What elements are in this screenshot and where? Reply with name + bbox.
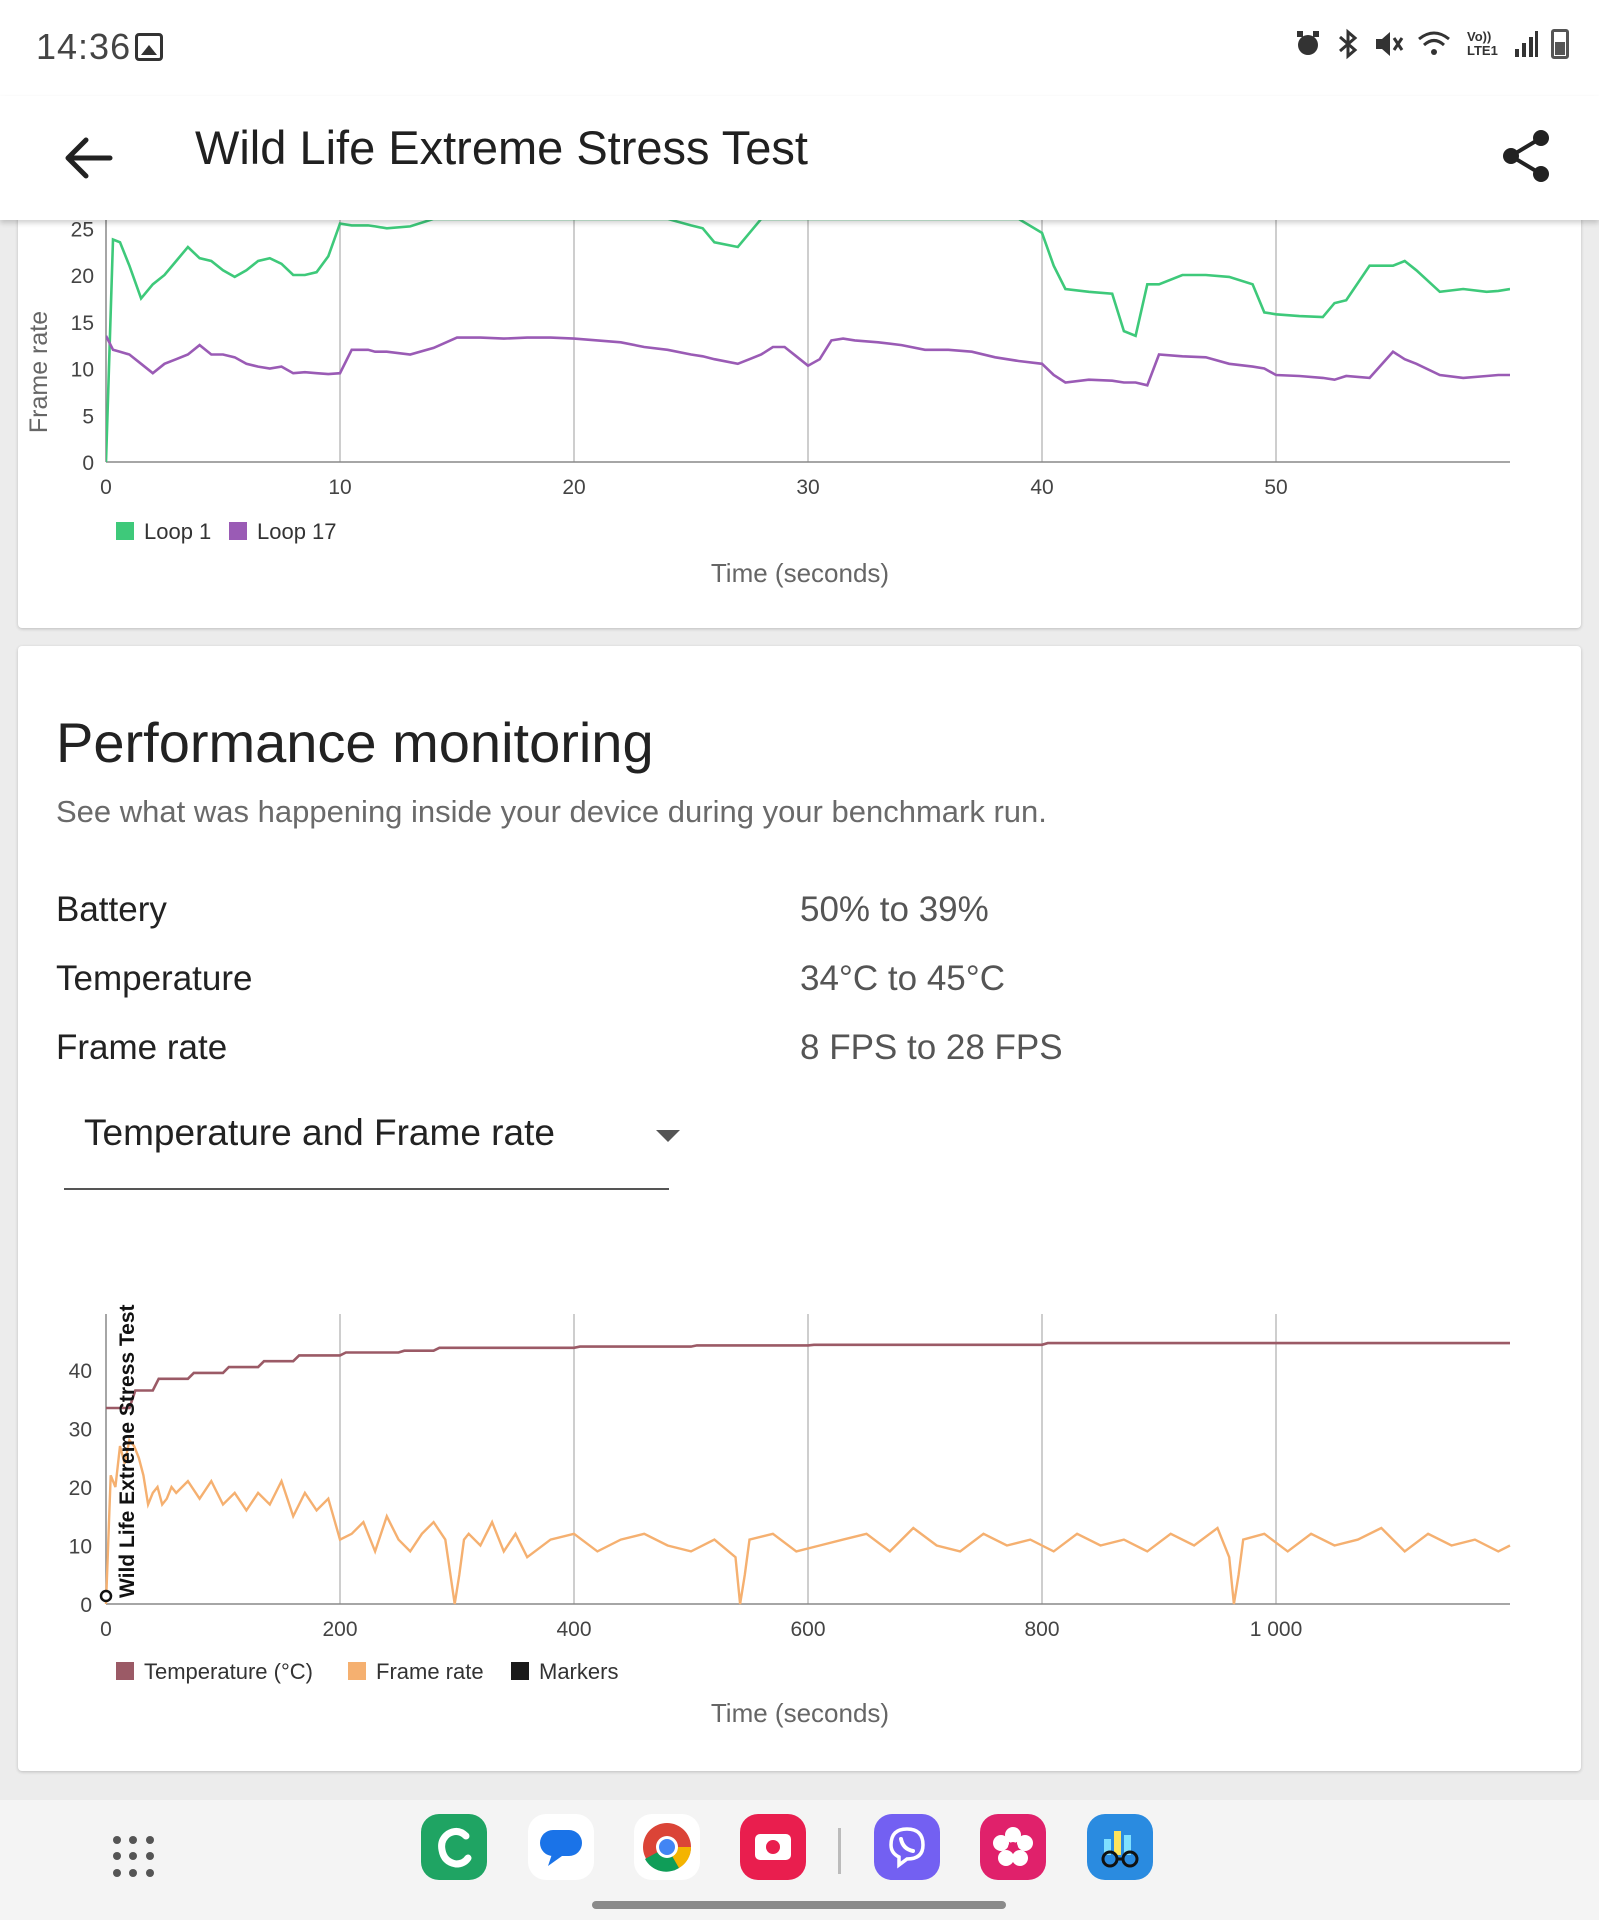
chart2-legend-swatch [348,1662,366,1680]
chart2-x-tick-label: 600 [790,1618,825,1641]
chart1-x-tick-label: 10 [328,476,351,499]
dock-separator [838,1828,841,1874]
chart1-y-tick-label: 0 [82,452,94,475]
chart2-x-axis-label: Time (seconds) [711,1698,889,1728]
stat-value-frame-rate: 8 FPS to 28 FPS [800,1028,1063,1067]
chart2-y-tick-label: 30 [69,1419,92,1442]
chart1-x-axis-label: Time (seconds) [711,558,889,588]
performance-monitoring-card: Performance monitoring See what was happ… [18,646,1581,1771]
frame-rate-loop-chart: 0 5 10 15 20 25 0 10 20 30 40 50 Frame rate Loop 1 Loo… [25,180,1510,588]
chart1-legend-swatch [116,522,134,540]
stat-label-battery: Battery [56,890,167,929]
chart2-legend-label: Markers [539,1659,618,1684]
chart1-x-tick-label: 30 [796,476,819,499]
gallery-notification-icon [135,33,163,61]
chart1-x-tick-label: 50 [1264,476,1287,499]
alarm-icon [1297,31,1319,55]
section-subtitle: See what was happening inside your devic… [56,794,1047,829]
chart1-y-axis-label: Frame rate [25,311,53,433]
stat-value-battery: 50% to 39% [800,890,989,929]
chart1-x-tick-label: 0 [100,476,112,499]
mute-icon [1376,32,1404,56]
chart1-legend-swatch [229,522,247,540]
chart1-y-tick-label: 10 [71,359,94,382]
frame-rate-chart-card: 0 5 10 15 20 25 0 10 20 30 40 50 Frame rate Loop 1 Loo… [18,180,1581,628]
back-arrow-icon[interactable] [56,126,120,190]
dropdown-selected-value: Temperature and Frame rate [84,1112,555,1153]
chart2-legend-swatch [511,1662,529,1680]
volte-lte-label: Vo)) LTE1 [1467,29,1498,58]
chart2-x-tick-label: 1 000 [1250,1618,1303,1641]
chart2-y-tick-label: 40 [69,1360,92,1383]
chart1-y-tick-label: 25 [71,218,94,241]
chart2-y-tick-label: 10 [69,1536,92,1559]
chart2-y-tick-label: 0 [80,1594,92,1617]
wifi-6-icon [1418,31,1450,55]
chart2-marker-label: Wild Life Extreme Stress Test [116,1304,139,1598]
stat-value-temperature: 34°C to 45°C [800,959,1006,998]
chart1-legend-label: Loop 1 [144,519,211,544]
viber-app-icon[interactable] [874,1814,940,1880]
chart2-series-line-2 [104,1437,1511,1605]
status-icons: Vo)) LTE1 [1293,28,1569,60]
signal-icon [1515,31,1538,57]
chart2-legend-swatch [116,1662,134,1680]
chart2-marker-point [99,1589,113,1603]
bluetooth-icon [1339,28,1358,60]
phone-app-icon[interactable] [421,1814,487,1880]
chart1-x-tick-label: 20 [562,476,585,499]
status-time: 14:36 [36,26,132,67]
status-bar: 14:36 Vo)) LTE1 [0,0,1599,96]
app-bar: Wild Life Extreme Stress Test [0,96,1599,220]
stat-label-frame-rate: Frame rate [56,1028,228,1067]
chart2-x-tick-label: 400 [556,1618,591,1641]
blossom-app-icon[interactable] [980,1814,1046,1880]
home-gesture-bar[interactable] [592,1901,1006,1909]
chart2-x-tick-label: 0 [100,1618,112,1641]
battery-icon [1551,29,1569,59]
app-dock [0,1800,1599,1920]
dropdown-arrow-icon [656,1130,680,1142]
page-title: Wild Life Extreme Stress Test [195,121,808,174]
screen-recorder-app-icon[interactable] [740,1814,806,1880]
share-icon[interactable] [1495,124,1559,188]
chart1-y-tick-label: 15 [71,312,94,335]
chart1-x-tick-label: 40 [1030,476,1053,499]
chart2-legend-label: Frame rate [376,1659,484,1684]
apps-drawer-icon[interactable] [113,1836,155,1878]
section-title: Performance monitoring [56,711,654,774]
messages-app-icon[interactable] [528,1814,594,1880]
geekbench-app-icon[interactable] [1087,1814,1153,1880]
chart2-legend-label: Temperature (°C) [144,1659,313,1684]
chart1-series-line-1 [106,217,1510,463]
chart2-x-tick-label: 200 [322,1618,357,1641]
chart-type-dropdown[interactable]: Temperature and Frame rate [64,1112,680,1190]
chart2-y-tick-label: 20 [69,1477,92,1500]
chart1-y-tick-label: 20 [71,265,94,288]
chart1-series-line-2 [106,335,1510,387]
chrome-app-icon[interactable] [634,1814,700,1880]
chart2-x-tick-label: 800 [1024,1618,1059,1641]
chart2-series-line-1 [106,1341,1510,1410]
stat-label-temperature: Temperature [56,959,253,998]
chart1-legend-label: Loop 17 [257,519,337,544]
chart1-y-tick-label: 5 [82,405,94,428]
